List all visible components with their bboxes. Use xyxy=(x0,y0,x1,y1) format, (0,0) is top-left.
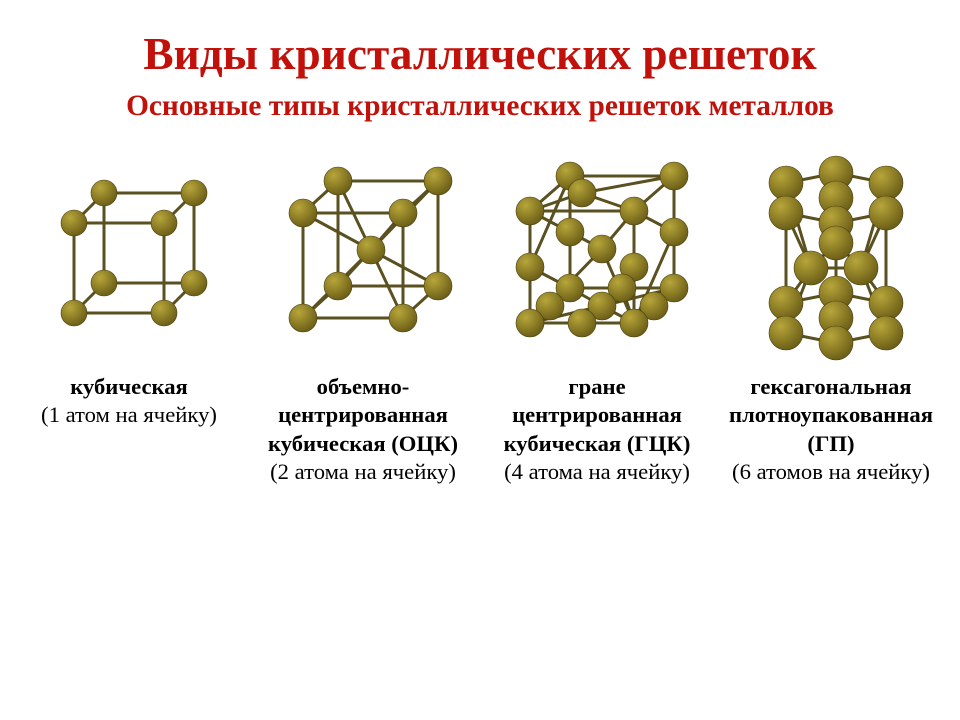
diagram-fcc xyxy=(486,143,708,373)
diagram-hcp xyxy=(720,143,942,373)
caption-name: гексагональная плотноупакованная (ГП) xyxy=(720,373,942,458)
caption-detail: (2 атома на ячейку) xyxy=(252,458,474,486)
diagram-simple-cubic xyxy=(18,143,240,373)
lattice-cell-simple-cubic: кубическая (1 атом на ячейку) xyxy=(12,143,246,430)
caption-fcc: гране центрированная кубическая (ГЦК) (4… xyxy=(486,373,708,486)
caption-detail: (4 атома на ячейку) xyxy=(486,458,708,486)
caption-simple-cubic: кубическая (1 атом на ячейку) xyxy=(41,373,217,430)
caption-bcc: объемно-центрированная кубическая (ОЦК) … xyxy=(252,373,474,486)
page-title: Виды кристаллических решеток xyxy=(0,0,960,90)
lattice-row: кубическая (1 атом на ячейку) объемно-це… xyxy=(0,143,960,486)
caption-name: кубическая xyxy=(41,373,217,401)
lattice-cell-bcc: объемно-центрированная кубическая (ОЦК) … xyxy=(246,143,480,486)
lattice-cell-fcc: гране центрированная кубическая (ГЦК) (4… xyxy=(480,143,714,486)
caption-detail: (6 атомов на ячейку) xyxy=(720,458,942,486)
caption-name: объемно-центрированная кубическая (ОЦК) xyxy=(252,373,474,458)
caption-name: гране центрированная кубическая (ГЦК) xyxy=(486,373,708,458)
diagram-bcc xyxy=(252,143,474,373)
caption-hcp: гексагональная плотноупакованная (ГП) (6… xyxy=(720,373,942,486)
caption-detail: (1 атом на ячейку) xyxy=(41,401,217,429)
page-subtitle: Основные типы кристаллических решеток ме… xyxy=(0,90,960,143)
lattice-cell-hcp: гексагональная плотноупакованная (ГП) (6… xyxy=(714,143,948,486)
